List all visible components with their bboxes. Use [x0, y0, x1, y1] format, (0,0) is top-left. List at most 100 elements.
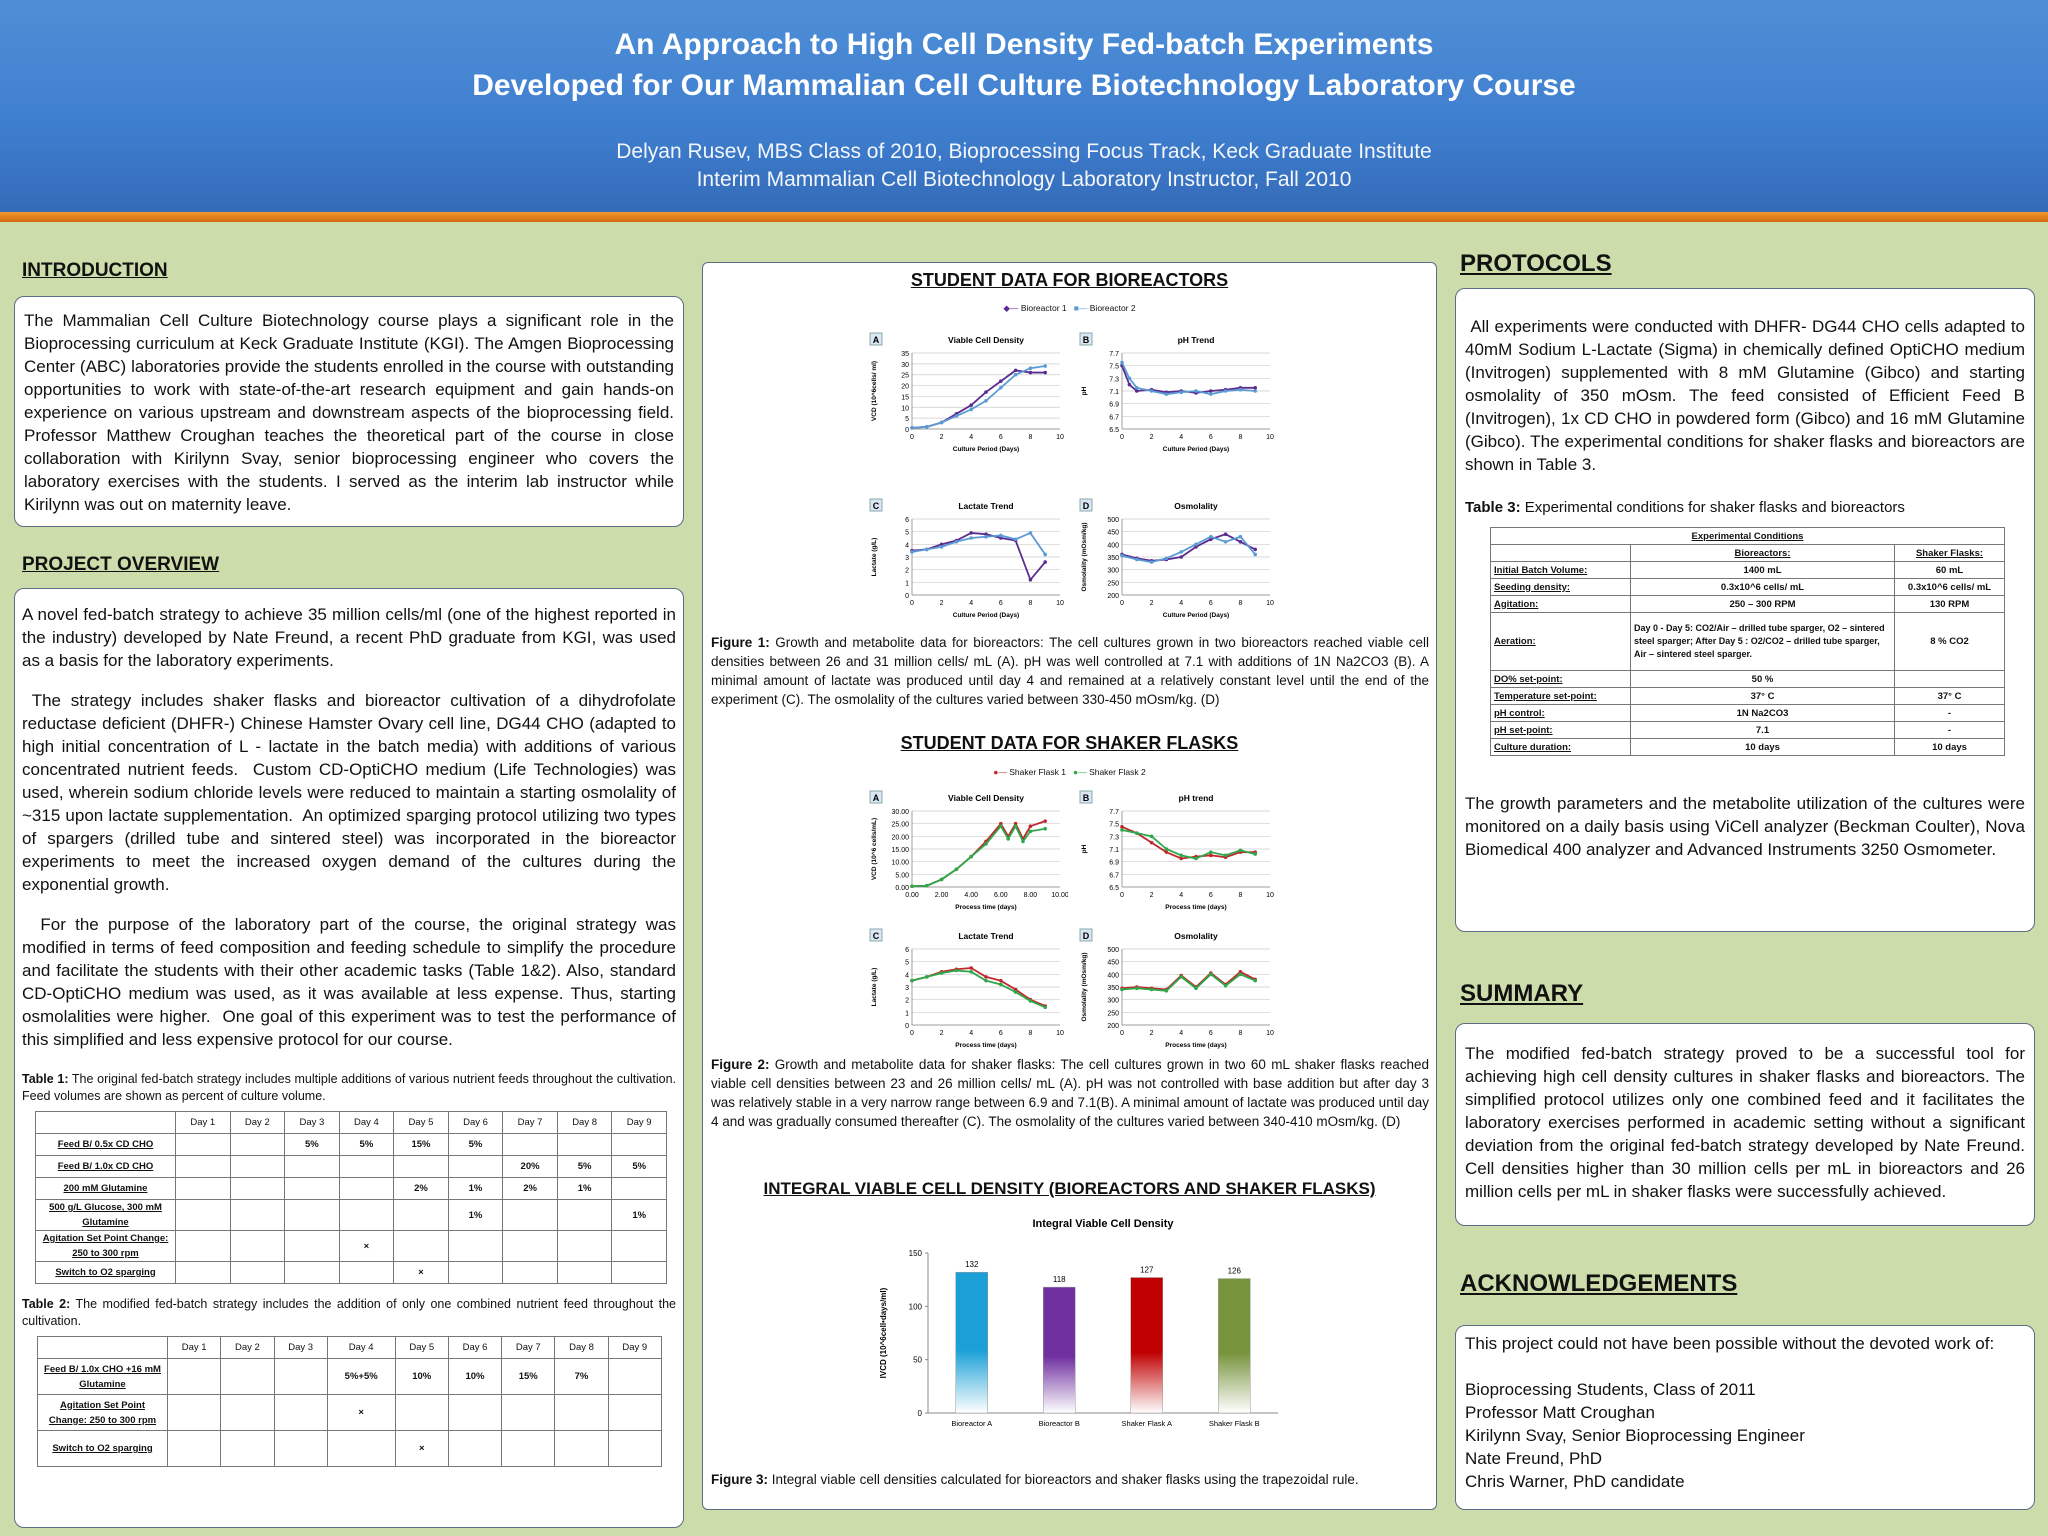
- shaker-section-title: STUDENT DATA FOR SHAKER FLASKS: [900, 733, 1239, 753]
- data-point: [1164, 392, 1169, 396]
- x-tick-label: 4: [969, 600, 973, 607]
- x-tick-label: Shaker Flask B: [1209, 1419, 1260, 1428]
- data-point: [1209, 534, 1213, 539]
- table-cell: 37° C: [1894, 687, 2005, 705]
- y-tick-label: 0: [905, 427, 909, 434]
- table-row: Agitation: 250 – 300 RPM 130 RPM: [1490, 595, 2005, 613]
- table-row: Seeding density: 0.3x10^6 cells/ mL 0.3x10…: [1490, 578, 2005, 596]
- data-point: [1179, 853, 1183, 858]
- table-cell: [338, 1155, 395, 1178]
- table1-caption: Table 1: The original fed-batch strategy…: [22, 1071, 676, 1105]
- data-point: [1013, 821, 1018, 826]
- x-tick-label: 8: [1238, 434, 1242, 441]
- table-cell: 15%: [501, 1358, 556, 1395]
- figure3-caption-text: Integral viable cell densities calculate…: [768, 1472, 1359, 1487]
- table-cell: [1894, 670, 2005, 688]
- data-point: [1135, 831, 1139, 835]
- data-point: [1194, 542, 1198, 547]
- table-day-header: Day 6: [447, 1336, 503, 1359]
- table-cell: [556, 1199, 613, 1231]
- x-tick-label: 0: [910, 1030, 914, 1037]
- panel-letter-box: [1079, 498, 1093, 512]
- x-tick-label: 2: [940, 600, 944, 607]
- author-line1: Delyan Rusev, MBS Class of 2010, Bioproc…: [616, 140, 1432, 163]
- poster-title-line1: An Approach to High Cell Density Fed-bat…: [614, 28, 1434, 61]
- x-tick-label: 2.00: [935, 892, 949, 899]
- table-cell: [229, 1199, 286, 1231]
- ack-intro: This project could not have been possibl…: [1465, 1334, 1995, 1353]
- table-corner: [37, 1336, 168, 1359]
- data-point: [1127, 376, 1132, 381]
- table-cell: 1%: [611, 1199, 667, 1231]
- panel-letter: A: [873, 335, 880, 345]
- table-row-label: pH control:: [1490, 704, 1631, 722]
- figure3-caption: Figure 3: Integral viable cell densities…: [711, 1470, 1429, 1489]
- table-row-label: Agitation Set Point Change: 250 to 300 r…: [37, 1394, 168, 1431]
- table-day-header: Day 3: [284, 1111, 340, 1134]
- data-point: [1043, 826, 1047, 831]
- data-point: [925, 547, 929, 552]
- data-point: [1028, 531, 1033, 535]
- table-day-header: Day 2: [220, 1336, 275, 1359]
- data-point: [969, 854, 973, 859]
- table-cell: [229, 1177, 286, 1200]
- series-line: [911, 820, 1046, 888]
- ivcd-section-title: INTEGRAL VIABLE CELL DENSITY (BIOREACTOR…: [763, 1179, 1376, 1198]
- bar: [1130, 1277, 1163, 1414]
- y-tick-label: 7.7: [1109, 351, 1119, 358]
- bar-value-label: 132: [965, 1260, 979, 1269]
- data-point: [984, 532, 988, 536]
- panel-letter: D: [1083, 931, 1090, 941]
- data-point: [1149, 389, 1154, 393]
- y-axis-label: VCD (10^6cells/ ml): [870, 361, 878, 421]
- table-cell: 130 RPM: [1894, 595, 2005, 613]
- acknowledgements-box: This project could not have been possibl…: [1455, 1325, 2035, 1510]
- chart-title: Lactate Trend: [958, 931, 1013, 941]
- y-tick-label: 25: [901, 373, 909, 380]
- table-cell: ×: [393, 1261, 449, 1284]
- table-cell: 60 mL: [1894, 561, 2005, 579]
- table-cell: [229, 1133, 286, 1156]
- figure1-label: Figure 1:: [711, 635, 770, 650]
- bar: [955, 1271, 988, 1414]
- table-row-label: Seeding density:: [1490, 578, 1631, 596]
- data-point: [1209, 850, 1213, 854]
- y-tick-label: 50: [913, 1356, 922, 1365]
- table-cell: [284, 1230, 340, 1262]
- y-tick-label: 250: [1107, 580, 1119, 587]
- protocols-monitoring-text: The growth parameters and the metabolite…: [1465, 794, 2025, 859]
- series-line: [911, 365, 1046, 429]
- data-point: [1194, 986, 1198, 991]
- panel-letter-box: [869, 790, 883, 804]
- x-tick-label: 4: [969, 1030, 973, 1037]
- data-point: [1253, 978, 1257, 983]
- x-tick-label: 6: [999, 1030, 1003, 1037]
- y-tick-label: 20: [901, 384, 909, 391]
- y-tick-label: 400: [1107, 542, 1119, 549]
- data-point: [1209, 392, 1213, 396]
- table-cell: 5%: [284, 1133, 340, 1156]
- table-cell: 1%: [447, 1199, 504, 1231]
- table3-caption: Table 3: Experimental conditions for sha…: [1465, 498, 2025, 517]
- table-row: Culture duration: 10 days 10 days: [1490, 738, 2005, 756]
- data-point: [1013, 368, 1018, 373]
- data-point: [1013, 824, 1018, 828]
- panel-letter: B: [1083, 335, 1090, 345]
- y-axis-label: IVCD (10^6cell•days/ml): [879, 1287, 888, 1378]
- panel-letter-box: [869, 498, 883, 512]
- table-cell: [554, 1430, 609, 1467]
- y-tick-label: 500: [1107, 517, 1119, 524]
- chart-title: Viable Cell Density: [948, 335, 1024, 345]
- ack-name: Bioprocessing Students, Class of 2011: [1465, 1380, 1756, 1399]
- y-tick-label: 6.5: [1109, 427, 1119, 434]
- y-tick-label: 7.1: [1109, 847, 1119, 854]
- data-point: [999, 379, 1003, 384]
- acknowledgements-title: ACKNOWLEDGEMENTS: [1460, 1270, 1738, 1297]
- table-row: pH control: 1N Na2CO3-: [1490, 704, 2005, 722]
- table-cell: [447, 1430, 503, 1467]
- x-axis-label: Process time (days): [955, 904, 1016, 911]
- table-cell: [502, 1230, 558, 1262]
- chart-title: pH Trend: [1178, 335, 1215, 345]
- table-day-header: Day 5: [394, 1336, 449, 1359]
- x-tick-label: 2: [1150, 1030, 1154, 1037]
